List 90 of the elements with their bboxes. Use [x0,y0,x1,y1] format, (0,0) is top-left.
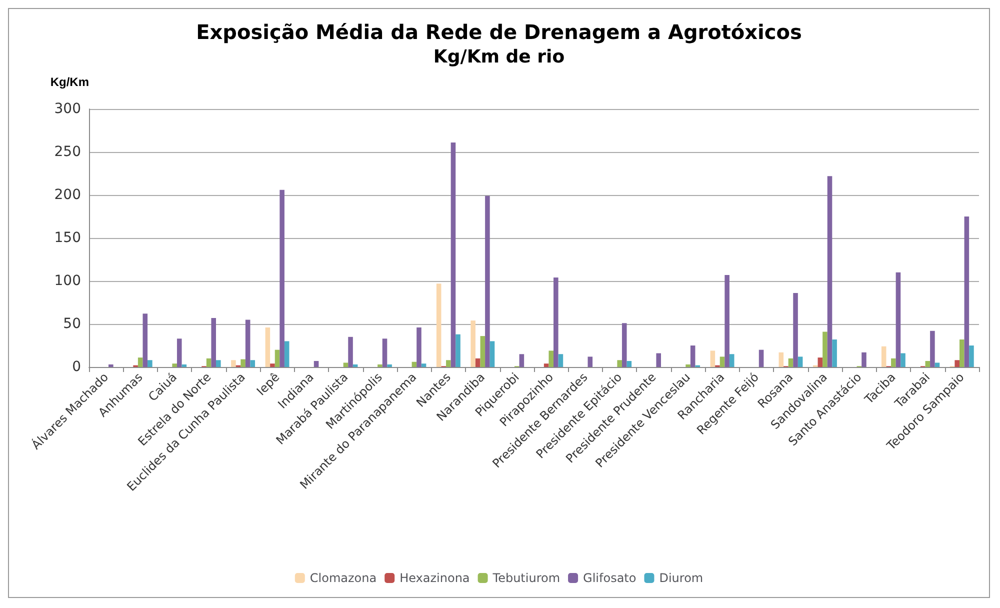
bar [720,356,725,367]
bar [959,339,964,367]
bar [446,360,451,367]
bar [108,364,114,367]
bar [891,358,896,367]
y-tick-label: 250 [54,144,81,160]
bar [758,350,764,367]
bar [798,356,803,367]
bar [788,358,794,367]
bar [544,364,549,367]
bar [881,346,886,367]
bar [896,272,901,367]
bar [690,346,696,367]
bar [343,362,348,367]
bar [793,293,798,367]
bar [231,360,236,367]
bar [138,358,143,367]
bar [352,364,358,367]
chart-subtitle: Kg/Km de rio [433,46,565,68]
bar [176,338,182,367]
bar [436,284,442,367]
bar [588,356,593,367]
bar [265,327,270,367]
bar [622,323,627,367]
bar [182,364,187,367]
bar [480,336,486,367]
bar [827,176,832,367]
bar [456,334,460,367]
bar [925,360,930,367]
y-tick-label: 0 [72,359,81,375]
bar [490,341,495,367]
bar [900,353,906,367]
bar [378,364,382,367]
y-tick-label: 100 [54,273,81,289]
bar [206,358,212,367]
y-tick-label: 50 [63,316,81,332]
bar [686,364,690,367]
bar [245,320,250,367]
bar [280,190,284,367]
bar [475,358,480,367]
bar [558,354,564,367]
y-tick-label: 200 [54,187,81,203]
legend-label: Clomazona [310,571,377,585]
bar [964,216,970,367]
bar [822,332,828,367]
bar [954,360,960,367]
bar [284,341,290,367]
bar [240,359,246,367]
bar [934,362,940,367]
bar [656,353,661,367]
bar [710,350,716,367]
bar [548,350,554,367]
bar [930,330,935,367]
chart-title: Exposição Média da Rede de Drenagem a Agrotóxicos [196,20,802,44]
bar [554,278,558,367]
legend-label: Tebutiurom [492,571,560,585]
bar [470,320,476,367]
bar [617,360,622,367]
bar [274,350,280,367]
bar [818,358,823,367]
y-axis-title: Kg/Km [50,75,89,89]
bar [778,352,784,367]
legend-label: Diurom [659,571,704,585]
y-tick-label: 300 [54,101,81,117]
bar [421,364,426,367]
y-tick-label: 150 [54,230,81,246]
bar [172,364,177,367]
bar [416,327,422,367]
bar [729,354,734,367]
legend-label: Hexazinona [400,571,470,585]
bar [314,360,319,367]
bar [724,274,730,367]
bar [148,360,152,367]
bar [250,360,256,367]
bar [211,318,216,367]
bar [412,362,417,367]
bar [216,360,221,367]
bar [626,360,632,367]
bar [969,346,974,367]
bar [862,352,866,367]
bar [485,196,490,367]
legend-label: Glifosato [583,571,636,585]
bar [142,314,148,367]
bar [348,336,353,367]
bar [387,364,392,367]
bar [382,338,388,367]
bar [450,142,456,367]
bar [270,364,275,367]
bar [832,339,837,367]
bar [519,354,524,367]
